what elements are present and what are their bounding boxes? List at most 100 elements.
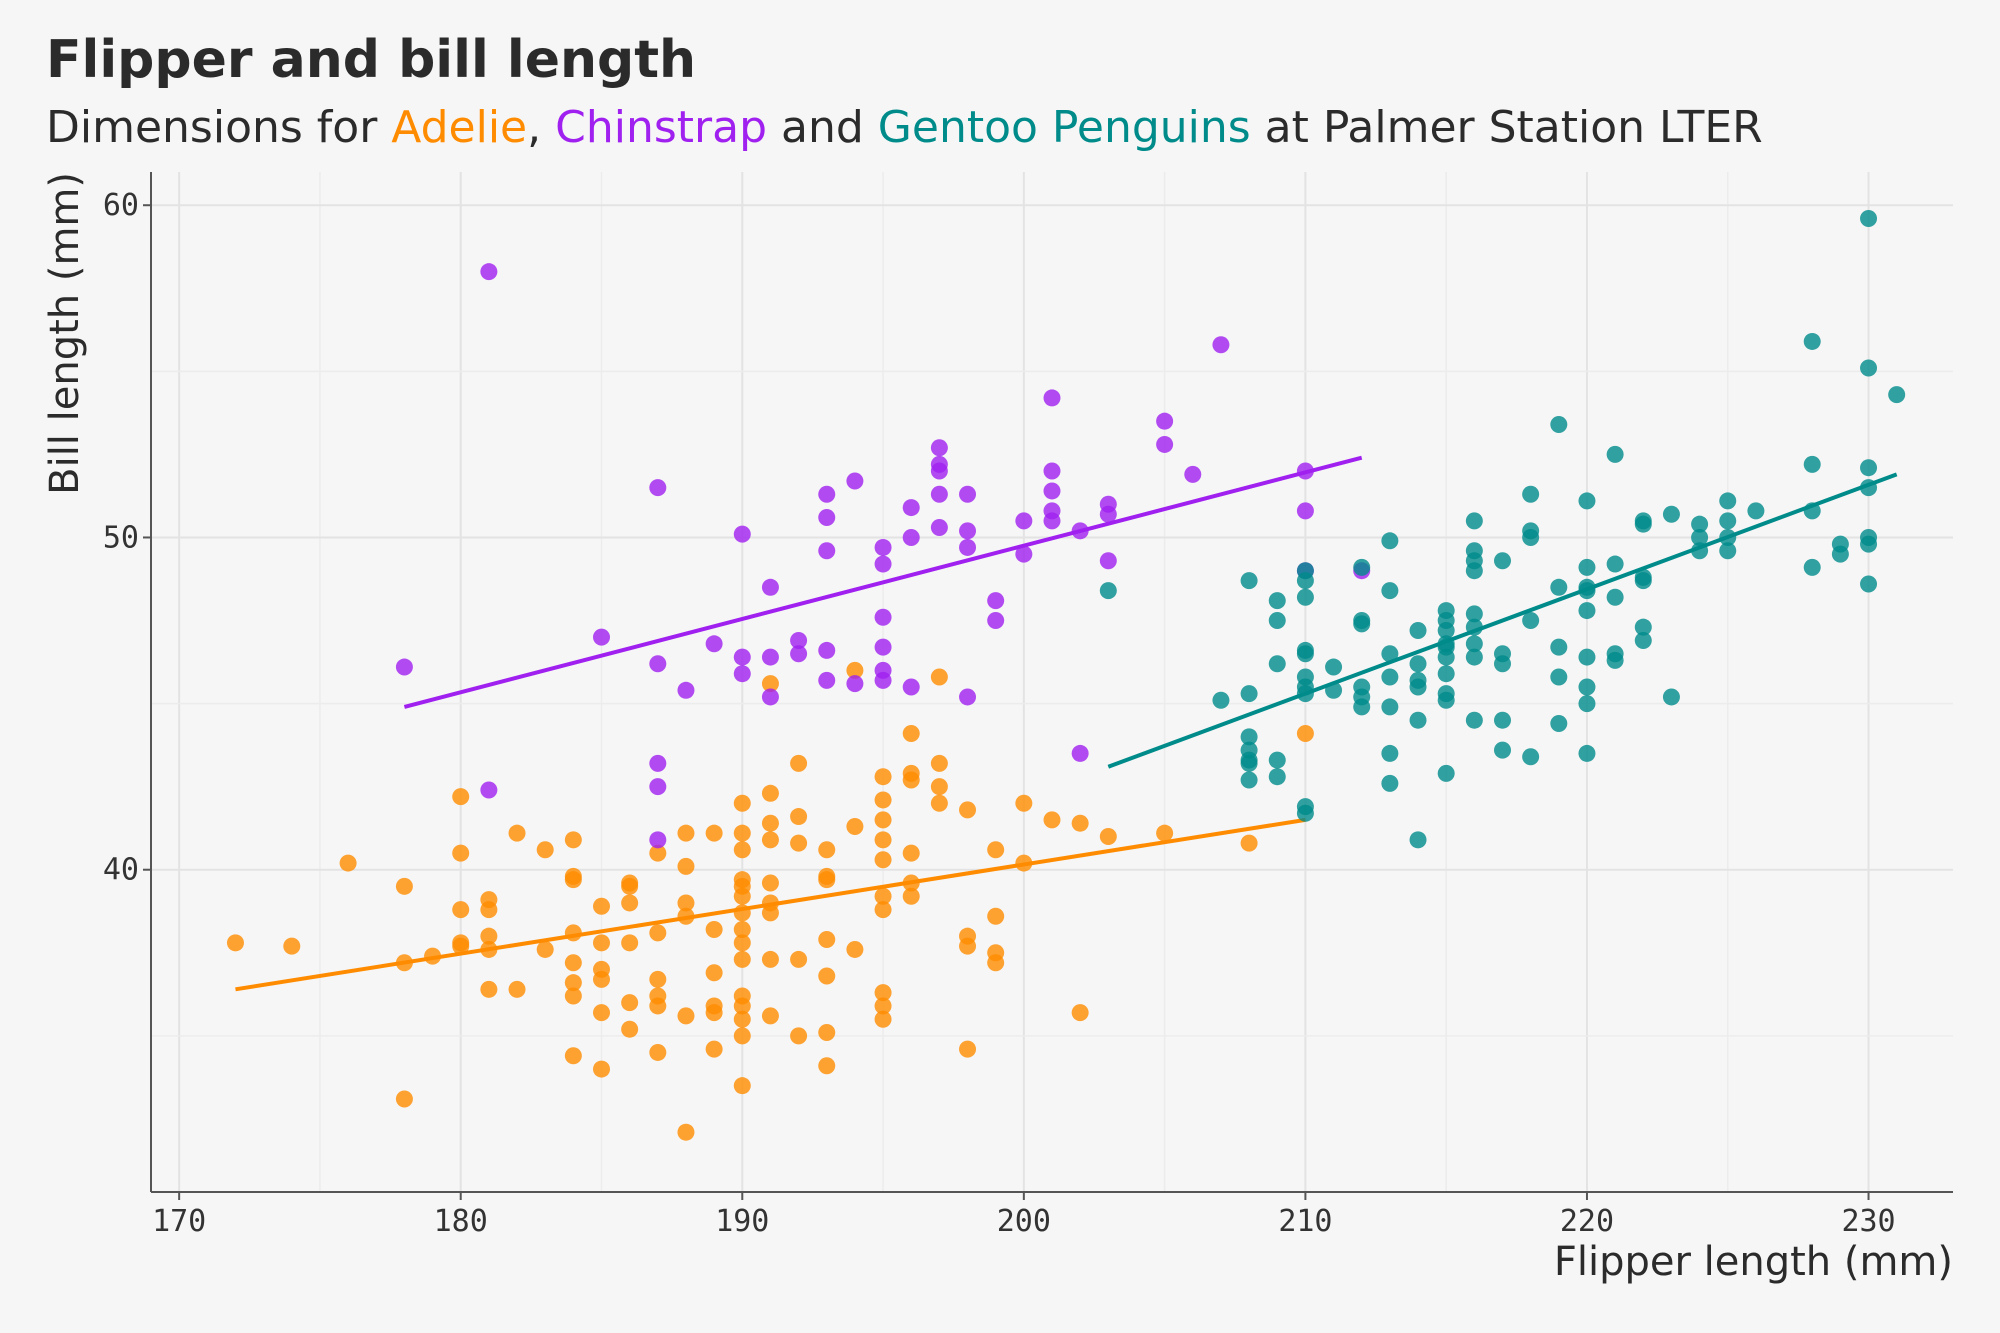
point-chinstrap (1296, 502, 1314, 520)
subtitle-sep-1: , (527, 102, 556, 153)
point-chinstrap (790, 631, 808, 649)
point-gentoo (1494, 711, 1511, 729)
point-adelie (677, 1007, 695, 1025)
point-gentoo (1831, 545, 1849, 563)
point-adelie (930, 794, 948, 812)
point-adelie (761, 814, 779, 832)
point-adelie (790, 950, 808, 968)
point-gentoo (1268, 751, 1286, 769)
point-adelie (874, 851, 892, 869)
point-gentoo (1268, 768, 1286, 786)
point-adelie (593, 934, 610, 952)
point-gentoo (1550, 668, 1568, 686)
point-chinstrap (874, 538, 892, 556)
trend-line-chinstrap (403, 455, 1363, 709)
point-chinstrap (395, 658, 413, 676)
point-chinstrap (649, 655, 667, 673)
point-adelie (761, 831, 779, 849)
point-chinstrap (733, 648, 751, 666)
point-gentoo (1240, 754, 1258, 772)
subtitle-prefix: Dimensions for (46, 102, 392, 153)
point-gentoo (1296, 804, 1314, 822)
point-adelie (649, 1043, 667, 1061)
point-adelie (395, 1090, 413, 1108)
x-tick-label: 230 (1841, 1204, 1895, 1239)
point-adelie (593, 970, 610, 988)
point-chinstrap (733, 525, 751, 543)
point-gentoo (1522, 612, 1540, 630)
point-adelie (452, 844, 470, 862)
point-adelie (761, 784, 779, 802)
point-adelie (874, 831, 892, 849)
point-adelie (705, 1040, 723, 1058)
point-adelie (818, 841, 836, 859)
point-chinstrap (677, 681, 695, 699)
point-adelie (902, 887, 920, 905)
point-gentoo (1719, 512, 1737, 530)
point-chinstrap (1212, 336, 1230, 354)
point-adelie (818, 1024, 836, 1042)
point-gentoo (1578, 695, 1596, 713)
point-gentoo (1634, 618, 1652, 636)
point-adelie (395, 877, 413, 895)
point-chinstrap (902, 528, 920, 546)
point-gentoo (1409, 655, 1427, 673)
point-chinstrap (790, 645, 808, 663)
point-adelie (621, 934, 639, 952)
point-adelie (452, 937, 470, 955)
point-adelie (733, 824, 751, 842)
point-adelie (677, 907, 695, 925)
point-gentoo (1634, 515, 1652, 533)
point-adelie (649, 970, 667, 988)
subtitle-species-chinstrap: Chinstrap (555, 102, 768, 153)
point-gentoo (1634, 572, 1652, 590)
point-chinstrap (846, 472, 864, 490)
point-chinstrap (761, 688, 779, 706)
point-gentoo (1691, 528, 1709, 546)
point-gentoo (1465, 512, 1483, 530)
point-adelie (677, 824, 695, 842)
point-gentoo (1409, 711, 1427, 729)
point-adelie (874, 997, 892, 1015)
point-gentoo (1606, 555, 1624, 573)
point-adelie (818, 930, 836, 948)
point-adelie (1015, 854, 1033, 872)
point-gentoo (1578, 492, 1596, 510)
point-adelie (733, 1010, 751, 1028)
point-gentoo (1268, 592, 1286, 610)
point-gentoo (1860, 575, 1878, 593)
point-gentoo (1296, 685, 1314, 703)
point-adelie (1156, 824, 1174, 842)
trend-line-gentoo (1107, 472, 1898, 769)
point-adelie (790, 754, 808, 772)
point-chinstrap (1099, 505, 1117, 523)
point-adelie (593, 897, 610, 915)
point-gentoo (1353, 615, 1371, 633)
point-gentoo (1268, 612, 1286, 630)
point-adelie (1240, 834, 1258, 852)
point-adelie (733, 887, 751, 905)
point-adelie (1043, 811, 1061, 829)
point-chinstrap (1156, 435, 1174, 453)
point-gentoo (1550, 715, 1568, 733)
point-adelie (593, 1004, 610, 1022)
point-chinstrap (649, 831, 667, 849)
point-chinstrap (1043, 389, 1061, 407)
point-chinstrap (1156, 412, 1174, 430)
x-tick-label: 180 (434, 1204, 488, 1239)
point-gentoo (1381, 582, 1399, 600)
point-adelie (874, 791, 892, 809)
point-gentoo (1803, 455, 1821, 473)
point-gentoo (1212, 691, 1230, 709)
point-chinstrap (1099, 552, 1117, 570)
point-adelie (593, 1060, 610, 1078)
point-gentoo (1578, 558, 1596, 576)
point-chinstrap (930, 485, 948, 503)
point-gentoo (1578, 678, 1596, 696)
y-tick-label: 50 (103, 520, 139, 555)
point-adelie (621, 1020, 639, 1038)
point-gentoo (1409, 622, 1427, 640)
point-adelie (818, 967, 836, 985)
point-adelie (452, 901, 470, 919)
